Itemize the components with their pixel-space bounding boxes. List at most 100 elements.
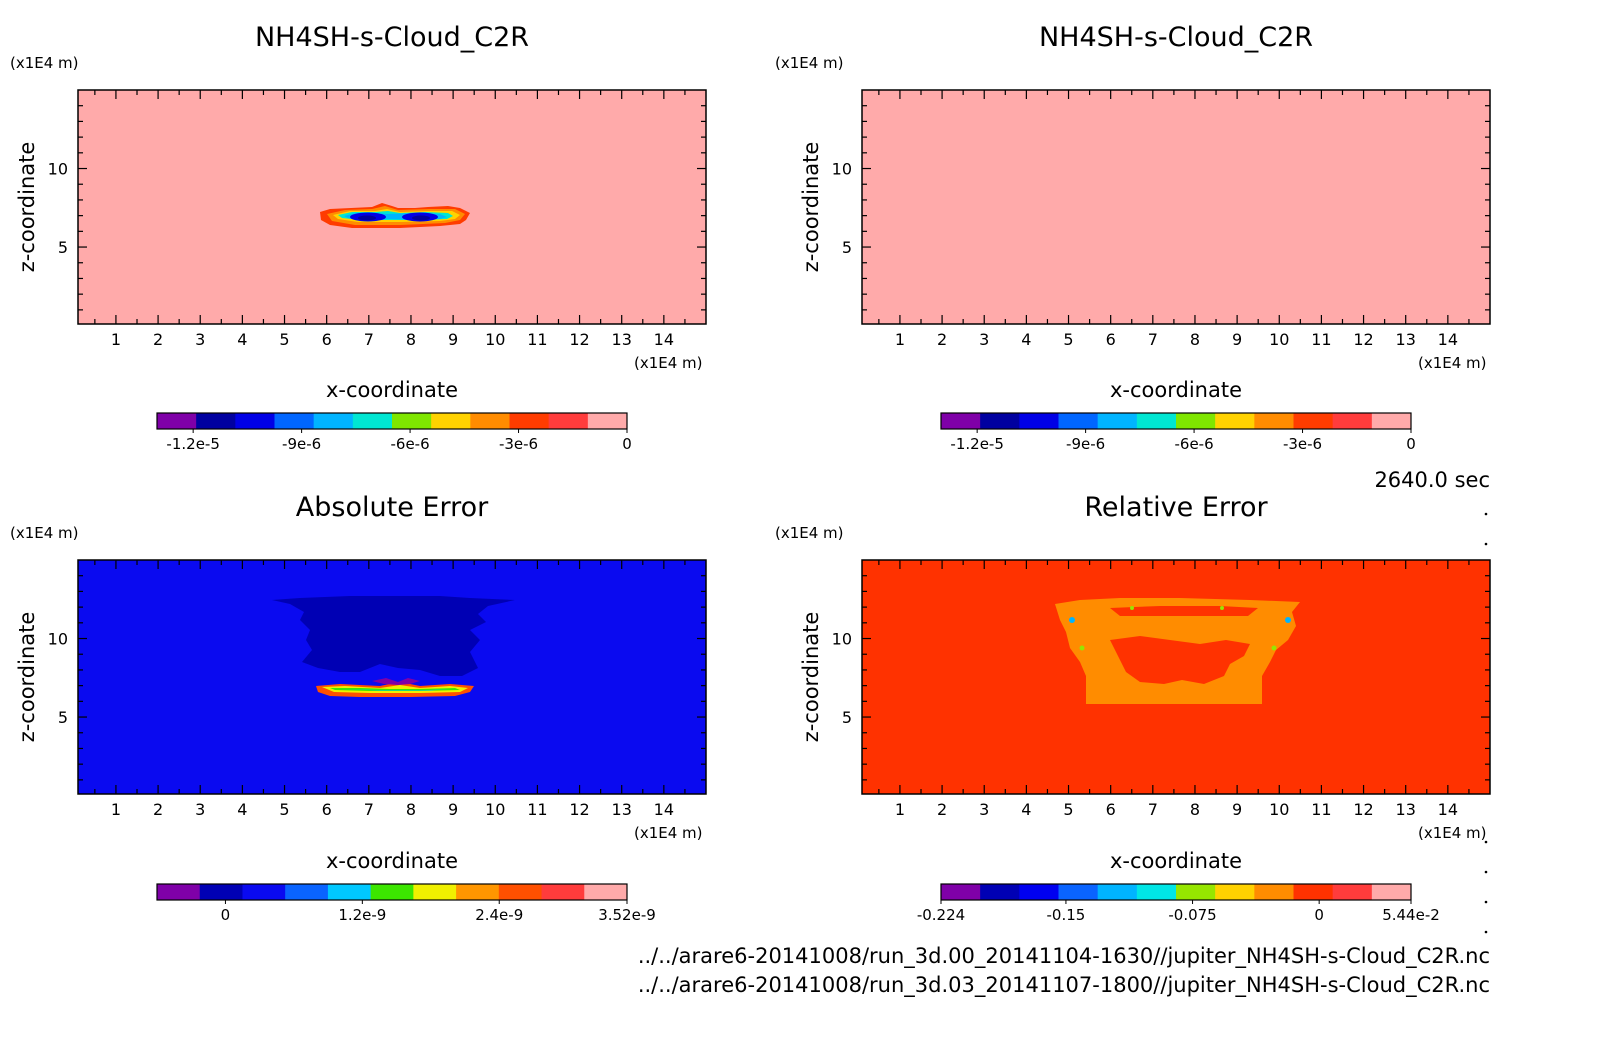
x-tick-label: 13 [1396,330,1416,349]
colorbar-swatch [1215,884,1255,900]
colorbar-swatch [352,413,393,429]
colorbar-swatch [1019,884,1059,900]
colorbar-swatch [1254,413,1294,429]
colorbar-label: -1.2e-5 [166,435,219,453]
plot-background [78,560,706,794]
x-unit-label: (x1E4 m) [1418,824,1487,842]
x-tick-label: 10 [485,800,505,819]
x-tick-label: 13 [612,800,632,819]
colorbar-swatch [392,413,432,429]
colorbar-swatch [509,413,550,429]
x-tick-label: 6 [322,330,332,349]
chart-title: NH4SH-s-Cloud_C2R [1039,22,1313,53]
colorbar-swatch [235,413,275,429]
colorbar-swatch [1215,413,1255,429]
x-tick-label: 2 [937,800,947,819]
colorbar-label: 0 [1406,435,1416,453]
x-tick-label: 8 [406,330,416,349]
colorbar-frame [940,412,1412,430]
chart-title: Absolute Error [296,492,489,523]
x-tick-label: 9 [448,800,458,819]
margin-dots [1484,512,1488,934]
x-tick-label: 5 [1063,800,1073,819]
colorbar-swatch [285,884,329,900]
x-tick-label: 7 [364,800,374,819]
contour-spot [1069,617,1075,623]
colorbar-swatch [980,413,1020,429]
contour-inner-hole [1110,636,1250,684]
y-unit-label: (x1E4 m) [10,524,79,542]
colorbar-swatch [199,884,243,900]
x-tick-label: 4 [1021,330,1031,349]
x-tick-label: 3 [195,330,205,349]
contour-error-region [272,596,515,697]
colorbar-swatch [498,884,543,900]
x-tick-label: 11 [527,330,547,349]
x-tick-label: 10 [485,330,505,349]
y-tick-label: 10 [832,630,852,649]
colorbar-label: -9e-6 [1066,435,1105,453]
colorbar-label: -3e-6 [499,435,538,453]
x-tick-label: 10 [1269,330,1289,349]
colorbar-swatch [470,413,510,429]
x-axis-label: x-coordinate [326,849,458,873]
y-axis-label: z-coordinate [799,612,823,743]
y-unit-label: (x1E4 m) [775,54,844,72]
colorbar-swatch [1176,884,1216,900]
x-tick-label: 11 [1311,330,1331,349]
x-tick-label: 5 [279,800,289,819]
contour-spot [1079,645,1085,651]
y-axis-ticks: 5 10 [832,105,1490,311]
x-tick-label: 1 [111,800,121,819]
colorbar-swatch [1136,413,1177,429]
x-tick-label: 12 [1353,330,1373,349]
colorbar-frame [940,883,1412,901]
colorbar-swatch [1254,884,1294,900]
x-tick-label: 9 [1232,330,1242,349]
colorbar-swatch [431,413,471,429]
colorbar-label: 3.52e-9 [598,906,656,924]
colorbar-swatch [327,884,372,900]
x-tick-label: 10 [1269,800,1289,819]
contour-spot [1285,617,1291,623]
colorbar-swatch [313,413,354,429]
x-tick-label: 14 [654,330,674,349]
x-axis-ticks: 1 2 3 4 5 6 7 8 9 10 11 12 13 14 [878,90,1470,349]
colorbar-swatch [1019,413,1059,429]
colorbar-label: 0 [1314,906,1324,924]
x-tick-label: 7 [1148,330,1158,349]
colorbar-swatch [413,884,457,900]
y-axis-label: z-coordinate [799,142,823,273]
x-tick-label: 7 [1148,800,1158,819]
x-axis-label: x-coordinate [1110,378,1242,402]
colorbar-label: -0.15 [1047,906,1086,924]
x-tick-label: 9 [1232,800,1242,819]
x-tick-label: 4 [237,800,247,819]
colorbar-swatch [370,884,414,900]
chart-title: NH4SH-s-Cloud_C2R [255,22,529,53]
plot-frame [77,559,707,795]
colorbar-swatch [1371,884,1412,900]
x-tick-label: 4 [1021,800,1031,819]
colorbar-label: -9e-6 [282,435,321,453]
colorbar-label: 5.44e-2 [1382,906,1440,924]
colorbar-swatch [587,413,628,429]
x-unit-label: (x1E4 m) [634,824,703,842]
y-tick-label: 10 [48,160,68,179]
x-tick-label: 1 [895,800,905,819]
x-tick-label: 12 [569,800,589,819]
x-tick-label: 3 [979,330,989,349]
colorbar-frame [156,883,628,901]
y-axis-label: z-coordinate [15,142,39,273]
contour-spot [1220,606,1224,610]
panel-top-left: NH4SH-s-Cloud_C2R (x1E4 m) 1 2 3 4 5 6 7 8 9 10 11… [10,22,707,453]
x-tick-label: 1 [895,330,905,349]
colorbar-label: -0.224 [917,906,965,924]
contour-spot [1271,645,1277,651]
contour-cloud-layer [320,203,470,228]
x-tick-label: 5 [1063,330,1073,349]
x-axis-ticks: 1 2 3 4 5 6 7 8 9 10 11 12 13 14 [94,560,686,819]
x-axis-label: x-coordinate [326,378,458,402]
colorbar-swatch [1332,413,1373,429]
plot-frame [77,89,707,325]
